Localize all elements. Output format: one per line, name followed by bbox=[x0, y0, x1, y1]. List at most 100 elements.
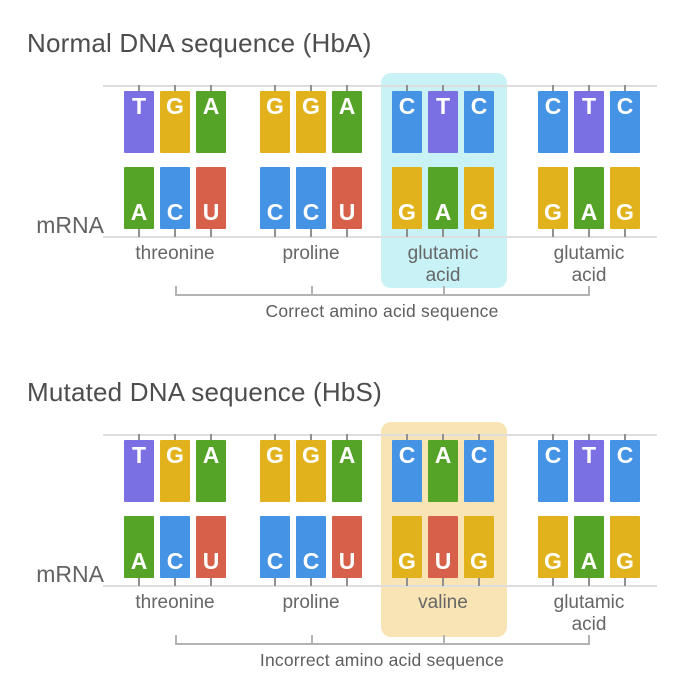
mrna-base-letter: G bbox=[470, 199, 488, 225]
amino-acid-label: valine bbox=[418, 592, 468, 613]
dna-base-letter: C bbox=[398, 442, 416, 468]
mrna-connector-tick bbox=[552, 578, 554, 586]
mrna-base-letter: C bbox=[302, 548, 320, 574]
dna-connector-tick bbox=[274, 434, 276, 441]
mrna-connector-tick bbox=[346, 578, 348, 586]
dna-connector-tick bbox=[406, 434, 408, 441]
mrna-base-box: G bbox=[610, 167, 640, 229]
dna-connector-tick bbox=[310, 434, 312, 441]
mrna-base-box: G bbox=[392, 167, 422, 229]
mrna-base-letter: U bbox=[202, 548, 220, 574]
dna-base-letter: C bbox=[470, 442, 488, 468]
dna-base-letter: C bbox=[544, 93, 562, 119]
sequence-caption: Incorrect amino acid sequence bbox=[259, 650, 505, 670]
mrna-connector-tick bbox=[624, 578, 626, 586]
dna-base-box: T bbox=[428, 91, 458, 153]
dna-base-letter: T bbox=[435, 93, 451, 119]
dna-base-letter: C bbox=[398, 93, 416, 119]
mrna-base-box: U bbox=[196, 167, 226, 229]
mrna-base-letter: G bbox=[616, 548, 634, 574]
mrna-base-letter: A bbox=[580, 548, 598, 574]
mrna-base-box: G bbox=[464, 167, 494, 229]
dna-connector-tick bbox=[174, 85, 176, 92]
bracket-tick bbox=[311, 286, 313, 296]
dna-base-box: G bbox=[260, 91, 290, 153]
mrna-connector-tick bbox=[442, 578, 444, 586]
dna-base-box: G bbox=[296, 91, 326, 153]
dna-connector-tick bbox=[442, 434, 444, 441]
dna-base-letter: T bbox=[131, 442, 147, 468]
mrna-connector-tick bbox=[588, 578, 590, 586]
dna-connector-tick bbox=[624, 434, 626, 441]
dna-base-box: C bbox=[610, 91, 640, 153]
dna-base-letter: G bbox=[266, 442, 284, 468]
mrna-base-letter: C bbox=[266, 199, 284, 225]
mrna-base-box: G bbox=[610, 516, 640, 578]
mrna-base-box: G bbox=[538, 167, 568, 229]
dna-base-box: G bbox=[160, 91, 190, 153]
mrna-base-letter: G bbox=[398, 548, 416, 574]
bracket-line bbox=[175, 294, 589, 296]
mrna-base-letter: C bbox=[166, 199, 184, 225]
mrna-base-box: C bbox=[160, 167, 190, 229]
dna-base-letter: C bbox=[616, 93, 634, 119]
mrna-connector-tick bbox=[442, 229, 444, 237]
mrna-base-letter: U bbox=[434, 548, 452, 574]
dna-connector-tick bbox=[138, 85, 140, 92]
mrna-connector-tick bbox=[274, 578, 276, 586]
dna-base-letter: T bbox=[131, 93, 147, 119]
dna-base-box: A bbox=[332, 91, 362, 153]
dna-base-box: G bbox=[160, 440, 190, 502]
dna-connector-tick bbox=[588, 85, 590, 92]
mrna-connector-tick bbox=[210, 229, 212, 237]
dna-connector-tick bbox=[346, 85, 348, 92]
dna-base-box: A bbox=[428, 440, 458, 502]
mrna-connector-tick bbox=[274, 229, 276, 237]
amino-acid-label: glutamic acid bbox=[553, 592, 625, 635]
dna-base-box: C bbox=[464, 440, 494, 502]
bracket-tick bbox=[588, 286, 590, 296]
mrna-base-box: G bbox=[538, 516, 568, 578]
mrna-connector-tick bbox=[138, 578, 140, 586]
dna-base-box: G bbox=[260, 440, 290, 502]
mrna-base-letter: G bbox=[616, 199, 634, 225]
dna-base-letter: G bbox=[166, 93, 184, 119]
mrna-base-letter: C bbox=[166, 548, 184, 574]
dna-connector-tick bbox=[552, 85, 554, 92]
dna-base-letter: C bbox=[470, 93, 488, 119]
mrna-base-box: C bbox=[260, 516, 290, 578]
mrna-connector-tick bbox=[478, 578, 480, 586]
mrna-base-box: A bbox=[574, 167, 604, 229]
mrna-base-letter: C bbox=[302, 199, 320, 225]
amino-acid-label: threonine bbox=[135, 592, 215, 613]
mrna-base-box: C bbox=[160, 516, 190, 578]
dna-base-box: A bbox=[196, 440, 226, 502]
section-title: Normal DNA sequence (HbA) bbox=[27, 28, 372, 58]
mrna-base-box: C bbox=[260, 167, 290, 229]
dna-base-letter: T bbox=[581, 93, 597, 119]
mrna-connector-tick bbox=[310, 229, 312, 237]
dna-base-letter: T bbox=[581, 442, 597, 468]
dna-base-box: A bbox=[332, 440, 362, 502]
dna-base-letter: G bbox=[302, 442, 320, 468]
mrna-base-box: G bbox=[464, 516, 494, 578]
sequence-caption: Correct amino acid sequence bbox=[265, 301, 499, 321]
bracket-tick bbox=[443, 635, 445, 645]
mrna-connector-tick bbox=[310, 578, 312, 586]
mrna-base-letter: U bbox=[338, 548, 356, 574]
mrna-connector-tick bbox=[624, 229, 626, 237]
mrna-base-letter: G bbox=[398, 199, 416, 225]
dna-base-box: A bbox=[196, 91, 226, 153]
mrna-base-box: A bbox=[428, 167, 458, 229]
dna-connector-tick bbox=[552, 434, 554, 441]
bracket-tick bbox=[311, 635, 313, 645]
dna-connector-tick bbox=[478, 434, 480, 441]
mrna-base-letter: U bbox=[202, 199, 220, 225]
mrna-base-box: A bbox=[574, 516, 604, 578]
mrna-label: mRNA bbox=[36, 561, 104, 587]
amino-acid-label: glutamic acid bbox=[553, 243, 625, 286]
mrna-base-box: U bbox=[428, 516, 458, 578]
dna-base-box: T bbox=[124, 440, 154, 502]
